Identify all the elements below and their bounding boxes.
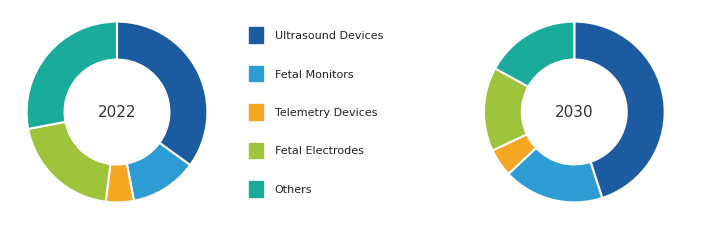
Bar [249,66,263,82]
Wedge shape [127,143,190,201]
Bar [249,143,263,159]
Text: Others: Others [275,184,312,194]
Wedge shape [574,22,665,198]
Wedge shape [508,148,602,202]
Text: Fetal Electrodes: Fetal Electrodes [275,146,364,156]
Text: Fetal Monitors: Fetal Monitors [275,69,353,79]
Wedge shape [28,122,111,202]
Text: Ultrasound Devices: Ultrasound Devices [275,31,383,41]
Wedge shape [495,22,574,87]
Bar [249,181,263,197]
Bar [249,105,263,120]
Wedge shape [484,69,528,151]
Wedge shape [117,22,208,165]
Text: Telemetry Devices: Telemetry Devices [275,108,377,117]
Wedge shape [26,22,117,129]
Wedge shape [493,135,536,174]
Text: 2030: 2030 [555,105,593,120]
Wedge shape [106,164,134,202]
Bar [249,28,263,44]
Text: 2022: 2022 [98,105,136,120]
